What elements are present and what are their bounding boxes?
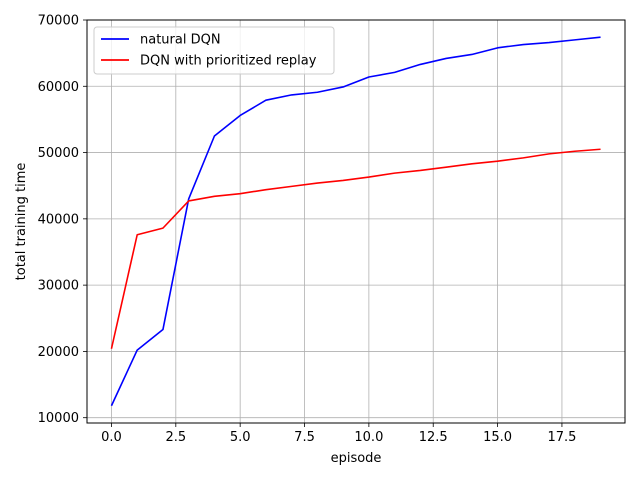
x-axis-label: episode: [331, 451, 382, 466]
y-tick-label: 60000: [38, 80, 79, 95]
y-tick-label: 50000: [38, 146, 79, 161]
x-tick-label: 15.0: [483, 430, 512, 445]
plot-series: [110, 36, 601, 407]
legend-box: [93, 26, 335, 75]
series-line-natural-dqn: [110, 36, 601, 407]
x-tick-label: 12.5: [419, 430, 448, 445]
legend-label-prioritized-replay: DQN with prioritized replay: [140, 54, 317, 69]
x-tick-label: 10.0: [354, 430, 383, 445]
x-axis-ticks: 0.0 2.5 5.0 7.5 10.0 12.5 15.0 17.5: [101, 423, 576, 445]
y-axis-label: total training time: [14, 163, 29, 281]
x-tick-label: 0.0: [101, 430, 122, 445]
legend-label-natural-dqn: natural DQN: [140, 33, 221, 48]
x-tick-label: 7.5: [294, 430, 315, 445]
y-tick-label: 40000: [38, 212, 79, 227]
y-tick-label: 30000: [38, 279, 79, 294]
x-tick-label: 2.5: [165, 430, 186, 445]
y-axis-ticks: 10000 20000 30000 40000 50000 60000 70000: [38, 14, 87, 426]
y-tick-label: 20000: [38, 345, 79, 360]
series-line-prioritized-replay: [110, 148, 601, 349]
y-tick-label: 70000: [38, 14, 79, 29]
x-tick-label: 5.0: [230, 430, 251, 445]
y-tick-label: 10000: [38, 411, 79, 426]
x-tick-label: 17.5: [547, 430, 576, 445]
plot-frame: [86, 19, 626, 424]
legend: natural DQN DQN with prioritized replay: [93, 26, 335, 75]
